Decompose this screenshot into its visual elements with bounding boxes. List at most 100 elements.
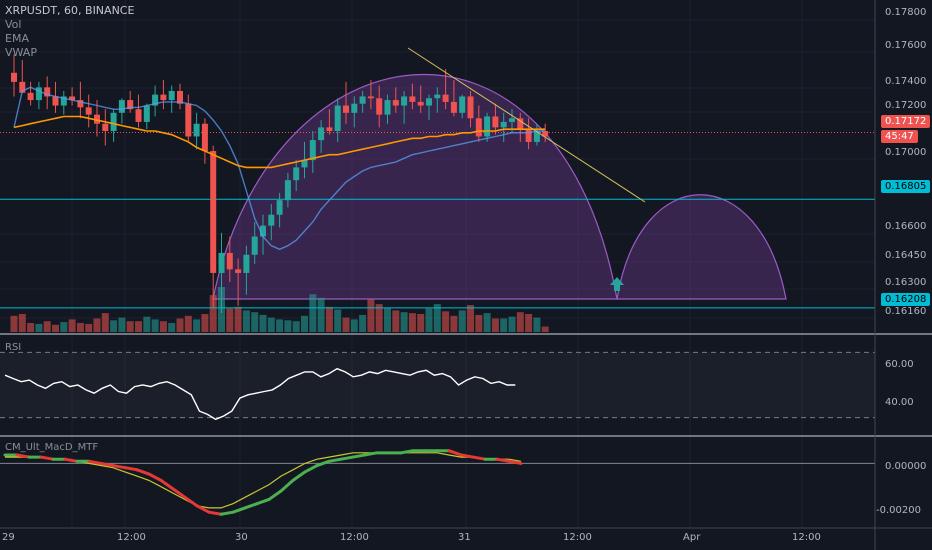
volume-bar [43,321,51,332]
macd-line-segment [351,453,367,459]
macd-line-segment [207,510,223,516]
candle-body [301,160,308,168]
macd-line-segment [39,455,55,461]
candle-body [343,105,349,113]
candle-body [467,96,474,119]
volume-bar [317,297,325,332]
macd-tick: 0.00000 [885,461,927,472]
candle-body [201,123,208,152]
volume-bar [384,307,391,332]
volume-bar [334,309,342,332]
candle-body [426,98,432,106]
rsi-tick: 40.00 [885,397,914,408]
time-tick: 12:00 [117,532,146,543]
volume-bar [417,314,425,332]
vwap-indicator-label[interactable]: VWAP [5,46,37,59]
candle-body [152,94,159,106]
candle-body [218,252,225,273]
volume-bar [309,294,317,332]
candle-body [44,87,51,97]
volume-bar [292,321,300,332]
time-tick: 12:00 [563,532,592,543]
candle-body [442,94,449,102]
candle-body [19,81,26,93]
candle-body [251,236,258,255]
macd-line-segment [135,468,151,476]
candle-body [459,96,466,113]
volume-bar [325,306,333,332]
candle-body [284,180,291,201]
volume-bar [442,311,450,332]
macd-line-segment [459,453,475,459]
price-tick: 0.17800 [885,7,927,18]
candle-body [542,131,549,137]
volume-bar [467,305,474,332]
ema-indicator-label[interactable]: EMA [5,32,29,45]
macd-line-segment [219,510,235,516]
candle-body [226,252,233,270]
candle-body [135,109,142,122]
time-tick: 29 [2,532,15,543]
candle-body [243,254,250,273]
volume-bar [516,312,524,332]
volume-bar [76,323,84,332]
macd-line-segment [267,489,283,501]
candle-body [334,105,341,132]
price-tick: 0.17400 [885,76,927,87]
volume-bar [533,317,541,332]
candle-body [268,214,275,226]
candle-body [351,103,358,113]
price-tick: 0.17000 [885,147,927,158]
macd-line-segment [63,457,79,463]
volume-bar [500,318,508,332]
candle-body [102,123,109,132]
candle-body [417,101,424,106]
macd-label[interactable]: CM_Ult_MacD_MTF [5,442,99,453]
bar-countdown-tag: 45:47 [881,130,918,143]
candle-body [525,129,532,142]
volume-bar [209,295,217,332]
volume-bar [508,316,516,332]
ema-line [13,115,546,169]
volume-bar [450,315,458,332]
rsi-label[interactable]: RSI [5,342,22,353]
macd-line-segment [471,455,487,461]
volume-bar [159,321,167,332]
price-tick: 0.17200 [885,100,927,111]
macd-line-segment [291,470,307,482]
volume-bar [301,315,308,332]
vwap-line [13,86,546,251]
volume-bar [251,312,259,332]
volume-bar [267,317,275,332]
macd-line-segment [363,451,379,457]
candle-body [326,127,333,132]
support-level-tag: 0.16208 [881,293,931,306]
candle-body [118,100,125,113]
candle-body [168,90,175,101]
volume-bar [168,323,176,332]
volume-bar [60,322,68,332]
price-tick: 0.16160 [885,306,927,317]
candle-body [392,100,399,106]
symbol-title[interactable]: XRPUSDT, 60, BINANCE [5,4,135,17]
time-tick: 31 [458,532,471,543]
volume-bar [400,312,408,332]
macd-line-segment [279,478,295,493]
candle-body [77,100,84,108]
macd-line-segment [111,464,127,470]
volume-bar [10,315,18,332]
volume-indicator-label[interactable]: Vol [5,18,22,31]
candle-body [185,103,192,137]
candle-body [401,96,408,106]
resistance-level-tag: 0.16805 [881,180,931,193]
volume-bar [184,315,192,332]
macd-line-segment [159,478,175,491]
volume-bar [27,323,35,332]
rsi-line [4,367,516,421]
price-tick: 0.17600 [885,40,927,51]
volume-bar [458,310,466,332]
macd-line-segment [15,453,31,459]
volume-bar [342,317,350,332]
